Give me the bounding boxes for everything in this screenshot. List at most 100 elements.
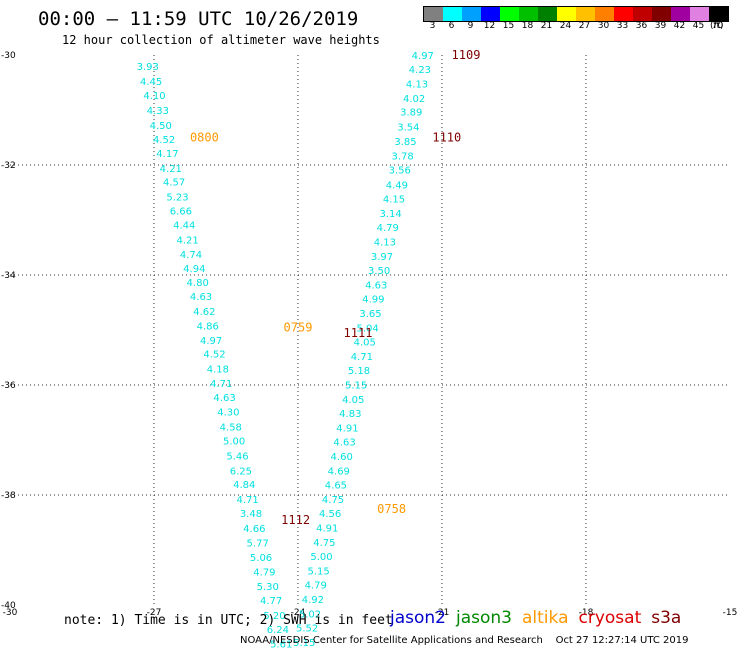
- swh-value: 4.33: [147, 106, 169, 117]
- swh-value: 4.94: [183, 264, 205, 275]
- track-time-label: 0759: [284, 320, 313, 334]
- color-legend: [423, 6, 729, 22]
- legend-swatch-42: [671, 7, 690, 21]
- lat-tick-label: -30: [1, 51, 16, 61]
- swh-value: 6.24: [267, 625, 289, 636]
- swh-value: 5.04: [356, 323, 378, 334]
- swh-value: 4.99: [362, 295, 384, 306]
- swh-value: 4.21: [176, 235, 198, 246]
- swh-value: 4.91: [336, 423, 358, 434]
- swh-value: 4.05: [354, 338, 376, 349]
- legend-swatch-24: [557, 7, 576, 21]
- swh-value: 4.65: [325, 481, 347, 492]
- lon-tick-label: -27: [147, 608, 162, 618]
- legend-swatch-18: [519, 7, 538, 21]
- swh-value: 4.50: [150, 121, 172, 132]
- swh-value: 5.02: [299, 609, 321, 620]
- swh-value: 3.56: [389, 165, 411, 176]
- swh-value: 3.93: [137, 62, 159, 73]
- swh-value: 4.84: [233, 480, 255, 491]
- swh-value: 5.77: [247, 538, 269, 549]
- track-time-label: 0758: [377, 502, 406, 516]
- swh-value: 3.50: [368, 266, 390, 277]
- satellite-legend: jason2 jason3 altika cryosat s3a: [390, 608, 691, 628]
- swh-value: 4.86: [197, 322, 219, 333]
- swh-value: 5.23: [166, 192, 188, 203]
- swh-value: 4.05: [342, 395, 364, 406]
- track-time-label: 1111: [344, 326, 373, 340]
- lat-tick-label: -32: [1, 161, 16, 171]
- swh-value: 5.52: [296, 624, 318, 635]
- swh-value: 4.63: [333, 438, 355, 449]
- track-time-label: 1112: [281, 513, 310, 527]
- satellite-jason3: jason3: [456, 608, 512, 628]
- legend-swatch-12: [481, 7, 500, 21]
- legend-swatch-21: [538, 7, 557, 21]
- legend-label-33: 33: [616, 21, 629, 31]
- swh-value: 4.15: [383, 195, 405, 206]
- legend-label-36: 36: [635, 21, 648, 31]
- lon-tick-label: -24: [291, 608, 306, 618]
- legend-label-42: 42: [673, 21, 686, 31]
- satellite-jason2: jason2: [390, 608, 446, 628]
- lon-tick-label: -18: [579, 608, 594, 618]
- legend-unit: (ft): [710, 21, 724, 31]
- legend-swatch-39: [652, 7, 671, 21]
- swh-value: 4.92: [302, 595, 324, 606]
- swh-value: 4.62: [193, 307, 215, 318]
- satellite-altika: altika: [522, 608, 569, 628]
- swh-value: 3.65: [359, 309, 381, 320]
- lat-tick-label: -38: [1, 491, 16, 501]
- swh-value: 4.63: [213, 393, 235, 404]
- swh-value: 4.66: [243, 524, 265, 535]
- legend-label-3: 3: [429, 21, 436, 31]
- swh-value: 5.61: [270, 640, 292, 650]
- legend-label-45: 45: [692, 21, 705, 31]
- track-time-label: 0800: [190, 131, 219, 145]
- legend-label-15: 15: [502, 21, 515, 31]
- legend-label-9: 9: [467, 21, 474, 31]
- legend-swatch-70: [709, 7, 728, 21]
- swh-value: 4.23: [409, 65, 431, 76]
- swh-value: 3.14: [380, 209, 402, 220]
- swh-value: 4.97: [200, 336, 222, 347]
- swh-value: 5.30: [257, 582, 279, 593]
- lon-tick-label: -21: [435, 608, 450, 618]
- legend-label-21: 21: [540, 21, 553, 31]
- swh-value: 3.48: [240, 509, 262, 520]
- swh-value: 4.13: [406, 80, 428, 91]
- satellite-cryosat: cryosat: [578, 608, 642, 628]
- swh-value: 4.58: [220, 422, 242, 433]
- legend-label-6: 6: [448, 21, 455, 31]
- legend-label-39: 39: [654, 21, 667, 31]
- swh-value: 6.66: [170, 207, 192, 218]
- swh-value: 4.18: [207, 365, 229, 376]
- legend-swatch-9: [462, 7, 481, 21]
- swh-value: 4.80: [187, 278, 209, 289]
- swh-value: 3.97: [371, 252, 393, 263]
- lon-tick-label: -15: [723, 608, 738, 618]
- swh-value: 5.18: [348, 366, 370, 377]
- swh-value: 4.13: [374, 237, 396, 248]
- legend-swatch-33: [614, 7, 633, 21]
- swh-value: 3.78: [392, 152, 414, 163]
- legend-label-30: 30: [597, 21, 610, 31]
- swh-value: 4.74: [180, 250, 202, 261]
- legend-swatch-30: [595, 7, 614, 21]
- swh-value: 5.15: [308, 566, 330, 577]
- swh-value: 4.75: [322, 495, 344, 506]
- legend-swatch-45: [690, 7, 709, 21]
- swh-value: 5.46: [226, 451, 248, 462]
- swh-value: 4.30: [217, 407, 239, 418]
- swh-value: 3.89: [400, 108, 422, 119]
- swh-value: 4.52: [203, 350, 225, 361]
- swh-value: 4.79: [377, 223, 399, 234]
- lat-tick-label: -34: [1, 271, 16, 281]
- swh-value: 4.69: [328, 466, 350, 477]
- swh-value: 5.00: [223, 437, 245, 448]
- swh-value: 4.71: [210, 379, 232, 390]
- swh-value: 6.25: [230, 466, 252, 477]
- swh-value: 4.57: [163, 178, 185, 189]
- lon-tick-label: -30: [3, 608, 18, 618]
